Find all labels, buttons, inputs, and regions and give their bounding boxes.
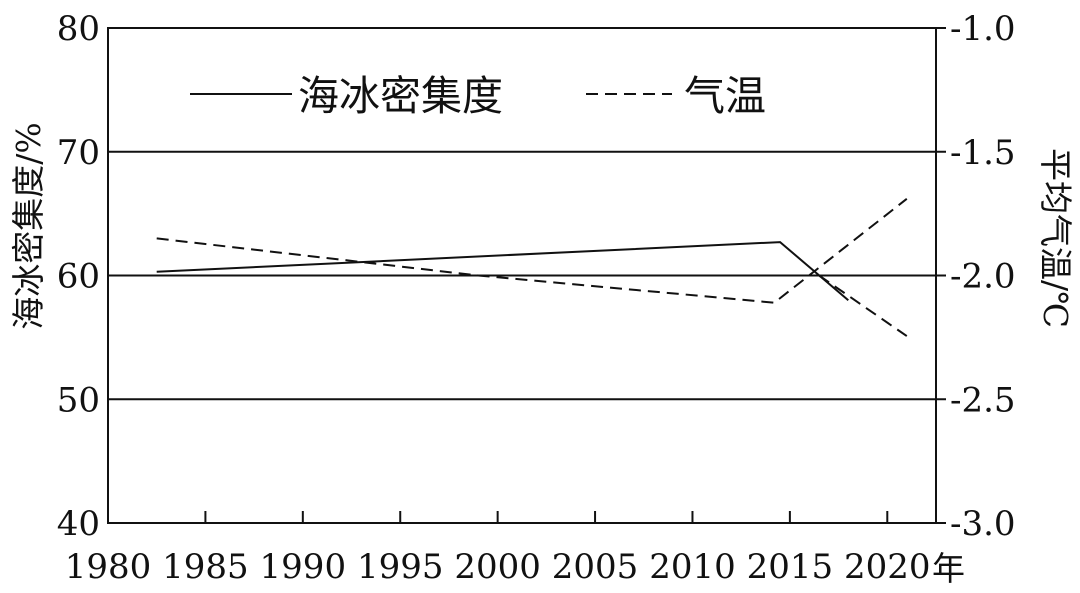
x-tick-label: 1980 [65,547,152,587]
x-tick-label: 2005 [552,547,639,587]
right-tick-label: -2.5 [950,380,1016,420]
legend-label-sea-ice: 海冰密集度 [298,72,503,120]
x-axis: 1980 1985 1990 1995 2000 2005 2010 2015 2020 [65,511,931,587]
legend-label-temperature: 气温 [684,72,766,120]
right-tick-label: -1.0 [950,9,1016,49]
left-tick-label: 70 [57,133,100,173]
series-line-2 [818,274,908,337]
left-tick-label: 50 [57,380,100,420]
x-tick-label: 2000 [454,547,541,587]
legend: 海冰密集度 气温 [190,72,766,120]
series-layer [156,198,908,337]
right-tick-label: -2.0 [950,257,1016,297]
x-tick-label: 1985 [162,547,249,587]
left-tick-label: 60 [57,257,100,297]
right-axis-title: 平均气温/℃ [1036,148,1075,328]
x-tick-label: 2015 [747,547,834,587]
left-tick-label: 80 [57,9,100,49]
series-line-1 [156,198,908,304]
x-tick-label: 1995 [357,547,444,587]
right-axis: -3.0 -2.5 -2.0 -1.5 -1.0 [936,9,1016,544]
left-axis: 40 50 60 70 80 [57,9,100,544]
x-axis-unit: 年 [932,549,965,588]
left-axis-title: 海冰密集度/% [9,122,48,329]
gridlines [108,150,936,401]
left-tick-label: 40 [57,504,100,544]
x-tick-label: 2020 [844,547,931,587]
x-tick-label: 1990 [260,547,347,587]
right-tick-label: -1.5 [950,133,1016,173]
x-tick-label: 2010 [649,547,736,587]
right-tick-label: -3.0 [950,504,1016,544]
